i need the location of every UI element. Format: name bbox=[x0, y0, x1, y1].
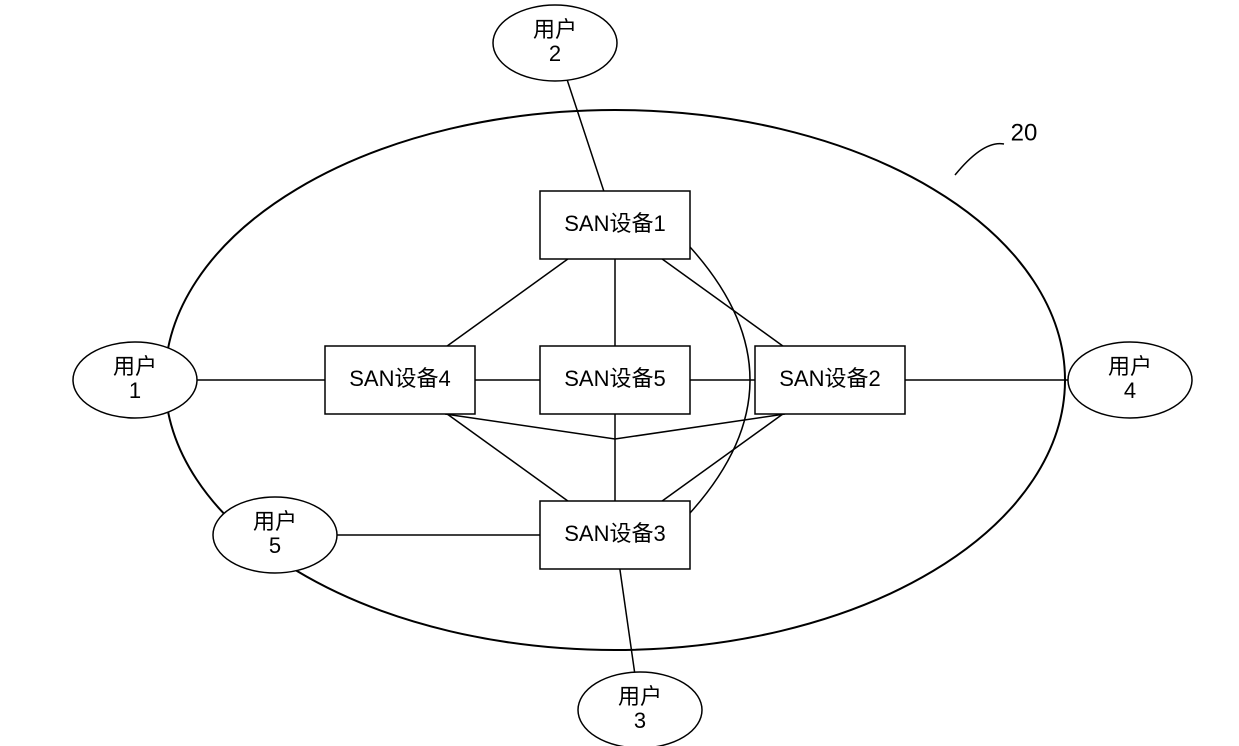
edge-user2-san1 bbox=[567, 80, 604, 191]
san2: SAN设备2 bbox=[755, 346, 905, 414]
edge-san1-san2 bbox=[662, 259, 783, 346]
user1-label-bottom: 1 bbox=[129, 378, 141, 403]
user3-label-top: 用户 bbox=[618, 684, 662, 709]
san1-label: SAN设备1 bbox=[564, 211, 665, 236]
user1-label-top: 用户 bbox=[113, 354, 157, 379]
diagram-canvas: SAN设备1SAN设备2SAN设备3SAN设备4SAN设备5用户1用户2用户3用… bbox=[0, 0, 1239, 746]
user2-label-bottom: 2 bbox=[549, 41, 561, 66]
annotation-text: 20 bbox=[1011, 119, 1038, 146]
annotation-layer: 20 bbox=[955, 119, 1037, 175]
user4: 用户4 bbox=[1068, 342, 1192, 418]
user3: 用户3 bbox=[578, 672, 702, 746]
user5-label-bottom: 5 bbox=[269, 533, 281, 558]
san4-label: SAN设备4 bbox=[349, 366, 450, 391]
user1: 用户1 bbox=[73, 342, 197, 418]
user5: 用户5 bbox=[213, 497, 337, 573]
user2-label-top: 用户 bbox=[533, 17, 577, 42]
node-layer: SAN设备1SAN设备2SAN设备3SAN设备4SAN设备5用户1用户2用户3用… bbox=[73, 5, 1192, 746]
user3-label-bottom: 3 bbox=[634, 708, 646, 733]
user4-label-top: 用户 bbox=[1108, 354, 1152, 379]
edge-user3-san3 bbox=[620, 569, 635, 672]
san5: SAN设备5 bbox=[540, 346, 690, 414]
san5-label: SAN设备5 bbox=[564, 366, 665, 391]
san4: SAN设备4 bbox=[325, 346, 475, 414]
san3: SAN设备3 bbox=[540, 501, 690, 569]
annotation-leader bbox=[955, 144, 1004, 175]
user2: 用户2 bbox=[493, 5, 617, 81]
san3-label: SAN设备3 bbox=[564, 521, 665, 546]
san2-label: SAN设备2 bbox=[779, 366, 880, 391]
user4-label-bottom: 4 bbox=[1124, 378, 1136, 403]
user5-label-top: 用户 bbox=[253, 509, 297, 534]
edge-san4-san3 bbox=[447, 414, 568, 501]
edge-san3-san2 bbox=[662, 414, 783, 501]
san1: SAN设备1 bbox=[540, 191, 690, 259]
edge-san1-san4 bbox=[447, 259, 568, 346]
